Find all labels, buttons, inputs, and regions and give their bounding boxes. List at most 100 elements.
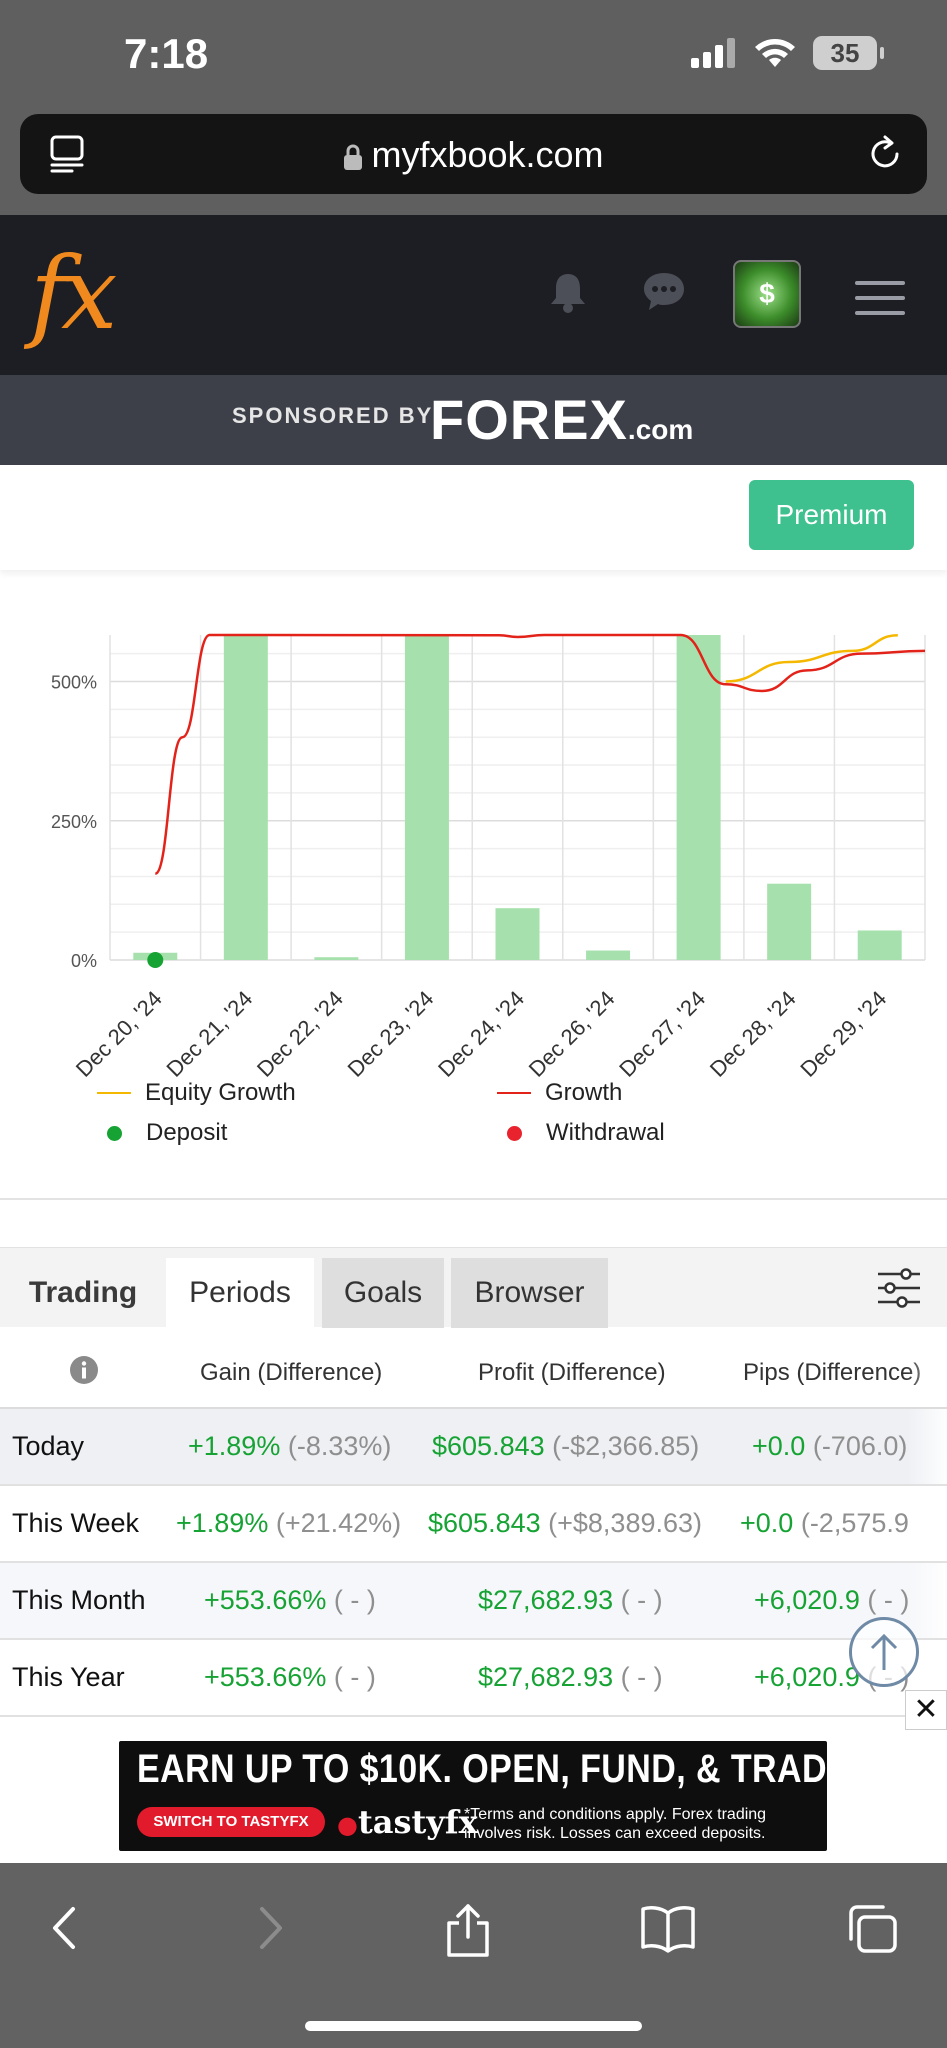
pips-cell: +0.0 (-706.0) — [752, 1431, 907, 1462]
gain-diff: (-8.33%) — [287, 1431, 392, 1461]
gain-cell: +1.89% (-8.33%) — [188, 1431, 391, 1462]
status-time: 7:18 — [124, 30, 209, 77]
pips-diff: (-706.0) — [812, 1431, 908, 1461]
arrow-up-icon — [870, 1633, 898, 1670]
tab-browser[interactable]: Browser — [451, 1258, 608, 1328]
legend-growth[interactable]: Growth — [497, 1079, 622, 1107]
browser-url-area: myfxbook.com — [0, 110, 947, 215]
chart-bar — [857, 930, 902, 960]
legend-withdrawal[interactable]: Withdrawal — [497, 1119, 665, 1147]
premium-button[interactable]: Premium — [749, 480, 914, 550]
gain-value: +553.66% — [204, 1662, 327, 1692]
bell-icon[interactable] — [548, 270, 588, 314]
pips-value: +0.0 — [752, 1431, 806, 1461]
pips-diff: ( - ) — [867, 1585, 910, 1615]
x-tick-label: Dec 22, '24 — [252, 986, 348, 1082]
forward-icon[interactable] — [250, 1903, 290, 1953]
pips-value: +6,020.9 — [754, 1662, 860, 1692]
chat-icon[interactable] — [641, 270, 687, 312]
scroll-to-top-button[interactable] — [849, 1617, 919, 1687]
series-line-growth — [154, 633, 926, 875]
legend-equity-growth[interactable]: Equity Growth — [97, 1079, 296, 1107]
gain-cell: +553.66% ( - ) — [204, 1585, 376, 1616]
ad-banner[interactable]: EARN UP TO $10K. OPEN, FUND, & TRADE.* S… — [119, 1741, 873, 1851]
x-tick-label: Dec 23, '24 — [343, 986, 439, 1082]
share-icon[interactable] — [445, 1903, 491, 1959]
bookmarks-icon[interactable] — [640, 1903, 696, 1953]
site-header: fx $ — [0, 215, 947, 375]
browser-toolbar — [0, 1863, 947, 2048]
avatar[interactable]: $ — [733, 260, 801, 328]
row-label: This Week — [12, 1508, 140, 1538]
legend-growth-label: Growth — [545, 1079, 623, 1106]
gain-value: +553.66% — [204, 1585, 327, 1615]
x-tick-label: Dec 21, '24 — [161, 986, 257, 1082]
row-fade — [907, 1486, 947, 1561]
section-divider — [0, 1198, 947, 1200]
table-row: This Month +553.66% ( - ) $27,682.93 ( -… — [0, 1563, 947, 1640]
back-icon[interactable] — [45, 1903, 85, 1953]
ad-disclaimer: *Terms and conditions apply. Forex tradi… — [464, 1806, 767, 1842]
table-row: This Week +1.89% (+21.42%) $605.843 (+$8… — [0, 1486, 947, 1563]
sponsor-brand-main: FOREX — [430, 388, 628, 451]
x-tick-label: Dec 29, '24 — [795, 986, 891, 1082]
chart-bar — [404, 635, 449, 960]
ad-cta-button[interactable]: SWITCH TO TASTYFX — [137, 1807, 325, 1837]
status-bar: 7:18 35 — [0, 0, 947, 110]
tab-periods[interactable]: Periods — [166, 1258, 314, 1328]
sponsor-brand-suffix: .com — [627, 414, 694, 445]
tab-goals[interactable]: Goals — [322, 1258, 444, 1328]
chart-bar — [767, 883, 812, 960]
filter-settings-icon[interactable] — [876, 1268, 922, 1308]
chart-legend: Equity Growth Growth Deposit Withdrawal — [0, 1075, 947, 1205]
legend-deposit[interactable]: Deposit — [97, 1119, 227, 1147]
url-text[interactable]: myfxbook.com — [20, 134, 927, 176]
chart-bar — [314, 957, 359, 960]
close-ad-button[interactable]: ✕ — [905, 1690, 947, 1730]
profit-diff: (-$2,366.85) — [552, 1431, 700, 1461]
gain-value: +1.89% — [176, 1508, 269, 1538]
series-line-equity-growth — [725, 634, 898, 683]
sponsor-banner[interactable]: SPONSORED BY FOREX.com — [0, 375, 947, 465]
ad-brand: ●tastyfx — [337, 1803, 478, 1841]
column-pips: Pips (Difference) — [743, 1359, 922, 1386]
gain-diff: ( - ) — [333, 1585, 376, 1615]
sponsor-brand: FOREX.com — [430, 387, 693, 452]
profit-diff: (+$8,389.63) — [548, 1508, 703, 1538]
myfxbook-logo[interactable]: fx — [30, 235, 117, 352]
row-label: Today — [12, 1431, 85, 1461]
legend-growth-swatch — [497, 1092, 531, 1094]
chart-bar — [586, 950, 631, 960]
sponsor-label: SPONSORED BY — [232, 403, 434, 428]
y-tick-label: 0% — [71, 951, 97, 971]
tab-trading[interactable]: Trading — [28, 1276, 138, 1309]
table-row: This Year +553.66% ( - ) $27,682.93 ( - … — [0, 1640, 947, 1717]
x-tick-label: Dec 26, '24 — [524, 986, 620, 1082]
gain-diff: ( - ) — [333, 1662, 376, 1692]
battery-indicator: 35 — [813, 36, 884, 70]
premium-bar: Premium — [0, 465, 947, 570]
periods-table: Gain (Difference) Profit (Difference) Pi… — [0, 1327, 947, 1717]
row-fade — [907, 1409, 947, 1484]
pips-value: +6,020.9 — [754, 1585, 860, 1615]
url-bar[interactable]: myfxbook.com — [20, 114, 927, 194]
legend-withdrawal-label: Withdrawal — [546, 1119, 665, 1146]
hamburger-menu-icon[interactable] — [855, 281, 905, 315]
home-indicator — [305, 2021, 642, 2031]
legend-equity-swatch — [97, 1092, 131, 1094]
chart-bar — [223, 635, 268, 960]
signal-icon — [691, 38, 735, 68]
legend-deposit-label: Deposit — [146, 1119, 228, 1146]
ad-brand-name: tastyfx — [357, 1803, 478, 1841]
ad-area: EARN UP TO $10K. OPEN, FUND, & TRADE.* S… — [0, 1730, 947, 1863]
profit-cell: $27,682.93 ( - ) — [478, 1585, 663, 1616]
page-menu-icon[interactable] — [48, 134, 88, 174]
column-gain: Gain (Difference) — [200, 1359, 383, 1386]
info-icon[interactable] — [69, 1355, 99, 1385]
reload-icon[interactable] — [865, 134, 905, 174]
status-icons: 35 — [691, 36, 884, 70]
profit-diff: ( - ) — [620, 1662, 663, 1692]
x-tick-label: Dec 24, '24 — [433, 986, 529, 1082]
tabs-overview-icon[interactable] — [845, 1903, 899, 1955]
